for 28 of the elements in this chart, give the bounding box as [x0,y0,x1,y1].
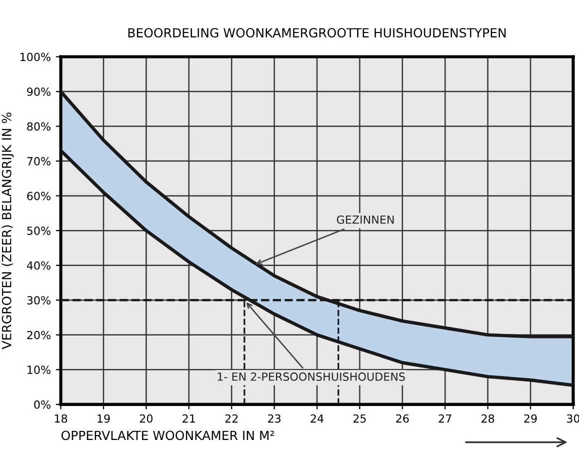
chart-title: BEOORDELING WOONKAMERGROOTTE HUISHOUDENSTYPEN [128,28,506,38]
x-tick-label: 25 [353,414,366,423]
x-tick-label: 27 [438,414,452,423]
x-tick-label: 20 [140,414,153,423]
annotation: 1- EN 2-PERSOONSHUISHOUDENS [218,372,405,381]
y-tick-label: 90% [27,88,50,96]
x-tick-label: 19 [98,414,110,423]
y-tick-label: 20% [27,330,50,340]
x-tick-label: 18 [54,414,68,423]
annotation: GEZINNEN [336,215,394,224]
y-tick-label: 40% [26,261,50,270]
y-tick-label: 70% [27,157,50,166]
x-tick-label: 23 [268,414,280,423]
x-tick-label: 22 [225,414,238,423]
x-tick-label: 28 [482,414,494,423]
x-tick-label: 29 [524,414,537,423]
y-tick-label: 80% [27,122,50,131]
x-tick-label: 24 [310,414,324,423]
y-axis-title: VERGROTEN (ZEER) BELANGRIJK IN % [2,112,14,350]
y-tick-label: 60% [27,192,50,200]
y-tick-label: 30% [27,296,50,304]
y-tick-label: 50% [27,226,50,235]
x-tick-label: 26 [396,414,409,423]
y-tick-label: 10% [28,366,50,374]
y-tick-label: 100% [20,52,50,62]
x-tick-label: 21 [182,414,195,423]
x-axis-title: OPPERVLAKTE WOONKAMER IN M² [61,430,274,440]
y-tick-label: 0% [34,400,50,409]
